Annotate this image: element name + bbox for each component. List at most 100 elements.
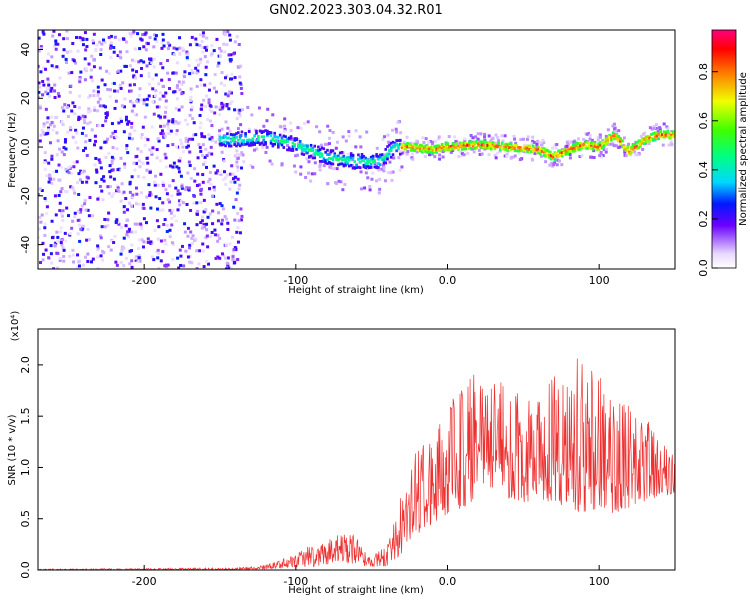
noise-cell [136, 147, 140, 151]
ridge-cell [360, 159, 364, 163]
halo-cell [388, 160, 392, 164]
noise-cell [200, 226, 204, 230]
noise-cell [123, 64, 127, 68]
noise-cell [98, 234, 102, 238]
halo-cell [500, 134, 504, 138]
ridge-cell [249, 139, 253, 142]
ridge-cell [431, 151, 435, 155]
ridge-cell [531, 149, 535, 152]
noise-cell [157, 251, 161, 255]
noise-cell [43, 161, 47, 165]
ridge-cell [670, 133, 673, 137]
ridge-cell [586, 141, 590, 145]
ridge-cell [369, 166, 373, 169]
halo-cell [421, 136, 425, 140]
noise-cell [166, 127, 170, 131]
halo-cell [304, 175, 308, 179]
ridge-cell [362, 163, 366, 167]
noise-cell [73, 112, 77, 116]
ridge-cell [377, 155, 380, 158]
ridge-cell [440, 146, 444, 150]
noise-cell [116, 220, 120, 224]
noise-cell [231, 255, 235, 259]
ridge-cell [366, 158, 369, 162]
halo-cell [491, 136, 495, 140]
ridge-cell [242, 141, 246, 145]
noise-cell [236, 177, 240, 181]
noise-cell [216, 64, 220, 68]
noise-cell [126, 151, 130, 155]
ridge-cell [400, 146, 404, 149]
noise-cell [119, 117, 123, 121]
noise-cell [161, 132, 165, 136]
noise-cell [54, 241, 58, 245]
ridge-cell [546, 154, 549, 158]
noise-cell [190, 242, 194, 246]
noise-cell [199, 107, 203, 111]
halo-cell [512, 134, 516, 138]
noise-cell [75, 181, 79, 185]
ridge-cell [484, 146, 488, 150]
noise-cell [78, 210, 82, 214]
noise-cell [194, 66, 198, 70]
noise-cell [185, 57, 189, 61]
noise-cell [112, 177, 116, 181]
ridge-cell [610, 135, 613, 138]
halo-cell [565, 144, 569, 148]
noise-cell [217, 61, 221, 65]
noise-cell [147, 57, 151, 61]
halo-cell [604, 150, 608, 154]
halo-cell [624, 154, 628, 158]
ridge-cell [322, 147, 326, 151]
halo-cell [339, 180, 343, 184]
noise-cell [98, 161, 102, 165]
noise-cell [224, 92, 228, 96]
noise-cell [55, 131, 59, 135]
noise-cell [224, 267, 228, 269]
noise-cell [206, 118, 210, 122]
ridge-cell [562, 151, 566, 155]
noise-cell [109, 175, 113, 179]
noise-cell [43, 226, 47, 230]
noise-cell [60, 214, 64, 218]
ridge-cell [653, 133, 657, 137]
noise-cell [220, 218, 224, 222]
noise-cell [38, 142, 40, 146]
noise-cell [210, 124, 214, 128]
noise-cell [148, 148, 152, 152]
ridge-cell [582, 145, 586, 149]
noise-cell [157, 139, 161, 143]
ridge-cell [510, 142, 513, 146]
noise-cell [110, 239, 114, 243]
noise-cell [115, 89, 119, 93]
ridge-cell [267, 131, 271, 135]
ridge-cell [306, 151, 309, 155]
noise-cell [203, 55, 207, 59]
noise-cell [125, 144, 129, 148]
noise-cell [79, 208, 83, 212]
noise-cell [63, 189, 67, 193]
noise-cell [198, 43, 202, 47]
halo-cell [390, 178, 394, 182]
noise-cell [192, 194, 196, 198]
noise-cell [223, 215, 227, 219]
halo-cell [654, 123, 658, 127]
noise-cell [39, 133, 43, 137]
noise-cell [178, 88, 182, 92]
noise-cell [132, 104, 136, 108]
noise-cell [175, 129, 179, 133]
noise-cell [124, 256, 128, 260]
ridge-cell [328, 153, 331, 157]
ridge-cell [579, 141, 582, 145]
ridge-cell [269, 139, 273, 143]
noise-cell [84, 134, 88, 138]
noise-cell [77, 118, 81, 122]
halo-cell [462, 153, 466, 157]
ridge-cell [664, 133, 668, 137]
ridge-cell [588, 145, 591, 149]
noise-cell [127, 120, 131, 124]
noise-cell [126, 234, 130, 238]
noise-cell [149, 193, 153, 197]
halo-cell [382, 169, 386, 173]
halo-cell [289, 129, 293, 133]
